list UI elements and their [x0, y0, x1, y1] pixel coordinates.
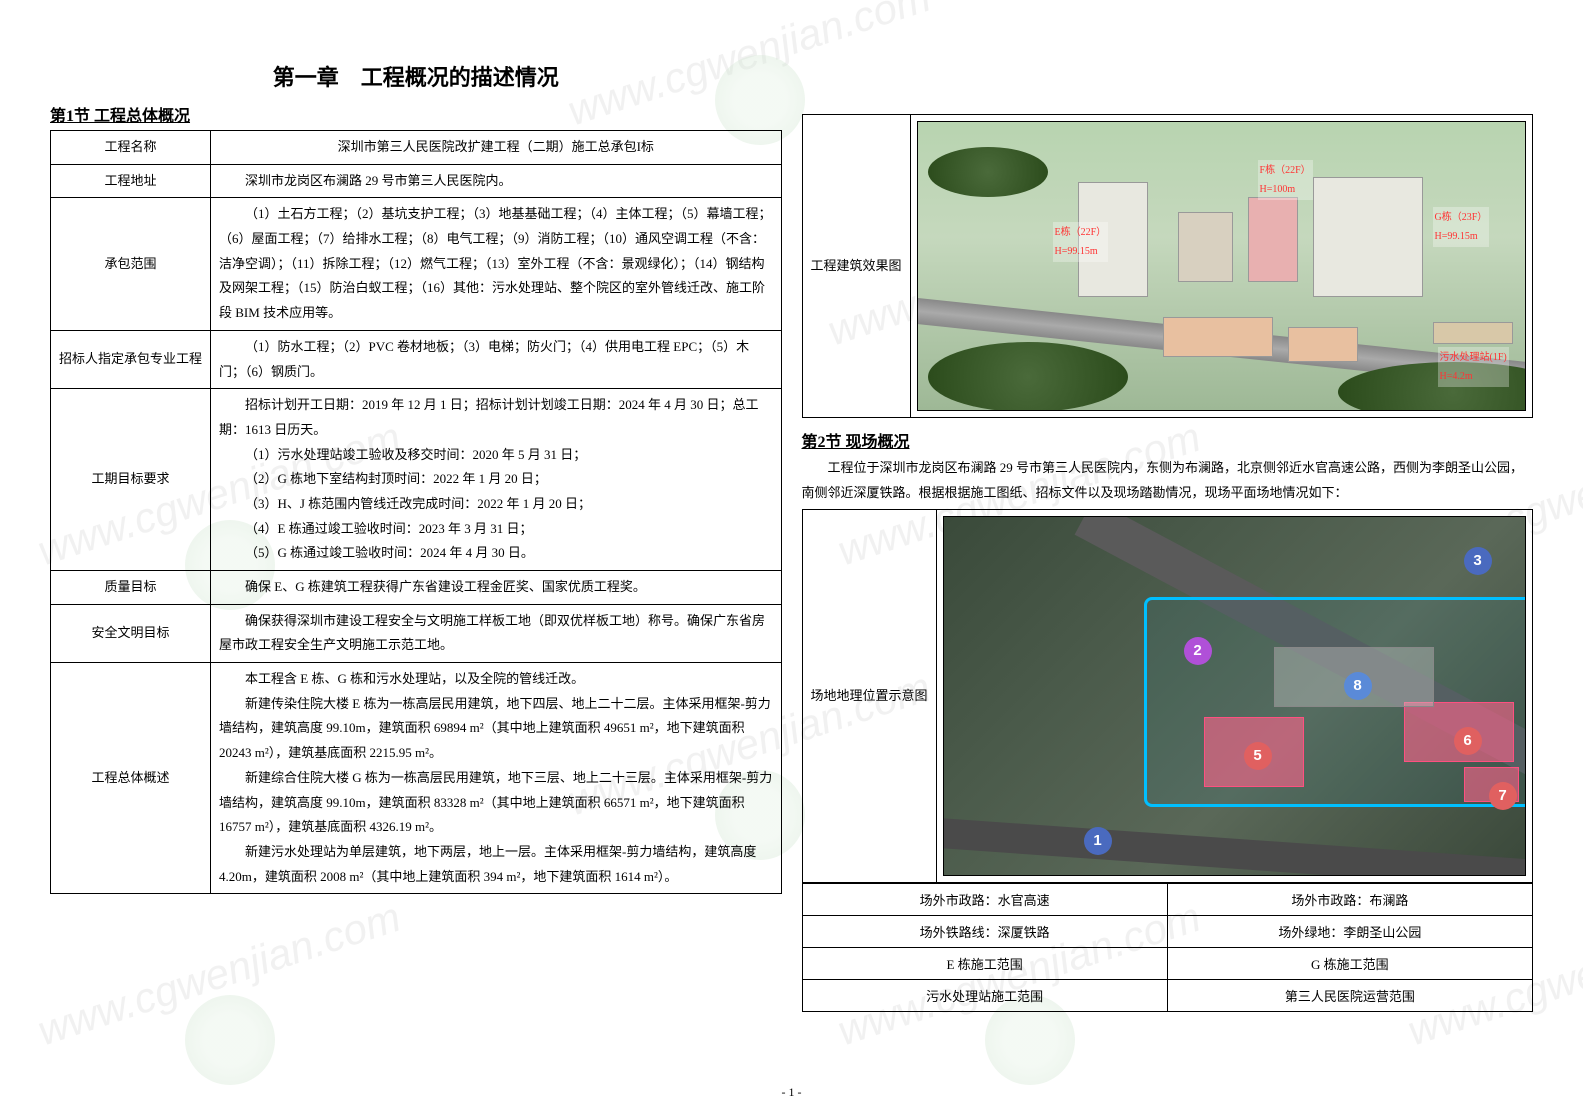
map-badge-1: 1: [1084, 827, 1112, 855]
table-row: 场地地理位置示意图 1 2: [802, 510, 1533, 883]
row-label: 安全文明目标: [51, 604, 211, 662]
row-label: 工程名称: [51, 131, 211, 165]
table-row: 工期目标要求 招标计划开工日期：2019 年 12 月 1 日；招标计划计划竣工…: [51, 389, 782, 571]
chapter-title: 第一章 工程概况的描述情况: [50, 60, 782, 92]
page-number: - 1 -: [0, 1085, 1583, 1100]
building-mid: [1178, 212, 1233, 282]
architectural-rendering: E栋（22F） H=99.15m F栋（22F） H=100m G栋（23F） …: [917, 121, 1526, 411]
row-label: 工程总体概述: [51, 663, 211, 894]
aerial-label: 场地地理位置示意图: [802, 510, 936, 883]
row-label: 质量目标: [51, 571, 211, 605]
legend-cell: 场外市政路：布澜路: [1167, 884, 1532, 916]
row-value: 确保获得深圳市建设工程安全与文明施工样板工地（即双优样板工地）称号。确保广东省房…: [211, 604, 781, 662]
table-row: 工程名称 深圳市第三人民医院改扩建工程（二期）施工总承包I标: [51, 131, 782, 165]
building-low1: [1163, 317, 1273, 357]
table-row: 招标人指定承包专业工程 （1）防水工程；（2）PVC 卷材地板；（3）电梯；防火…: [51, 330, 782, 388]
legend-cell: G 栋施工范围: [1167, 948, 1532, 980]
row-label: 承包范围: [51, 198, 211, 330]
legend-cell: E 栋施工范围: [802, 948, 1167, 980]
row-value: （1）防水工程；（2）PVC 卷材地板；（3）电梯；防火门；（4）供用电工程 E…: [211, 330, 781, 388]
railway: [943, 817, 1526, 876]
left-column: 第一章 工程概况的描述情况 第1节 工程总体概况 工程名称 深圳市第三人民医院改…: [50, 60, 782, 1012]
map-badge-6: 6: [1454, 727, 1482, 755]
section1-title: 第1节 工程总体概况: [50, 102, 782, 126]
map-badge-3: 3: [1464, 547, 1492, 575]
label-g-building: G栋（23F） H=99.15m: [1433, 207, 1490, 247]
table-row: 安全文明目标 确保获得深圳市建设工程安全与文明施工样板工地（即双优样板工地）称号…: [51, 604, 782, 662]
legend-row: 场外铁路线：深厦铁路场外绿地：李朗圣山公园: [802, 916, 1533, 948]
project-overview-table: 工程名称 深圳市第三人民医院改扩建工程（二期）施工总承包I标 工程地址 深圳市龙…: [50, 130, 782, 894]
right-column: 工程建筑效果图: [802, 60, 1534, 1012]
trees: [928, 342, 1128, 411]
legend-cell: 污水处理站施工范围: [802, 980, 1167, 1012]
row-label: 工程地址: [51, 164, 211, 198]
building-low2: [1288, 327, 1358, 362]
table-row: 工程总体概述 本工程含 E 栋、G 栋和污水处理站，以及全院的管线迁改。新建传染…: [51, 663, 782, 894]
label-f-building: F栋（22F） H=100m: [1258, 160, 1313, 200]
aerial-table: 场地地理位置示意图 1 2: [802, 509, 1534, 883]
render-table: 工程建筑效果图: [802, 114, 1534, 418]
legend-row: 污水处理站施工范围第三人民医院运营范围: [802, 980, 1533, 1012]
render-cell: E栋（22F） H=99.15m F栋（22F） H=100m G栋（23F） …: [910, 115, 1532, 418]
table-row: 承包范围 （1）土石方工程；（2）基坑支护工程；（3）地基基础工程；（4）主体工…: [51, 198, 782, 330]
row-value: 深圳市龙岗区布澜路 29 号市第三人民医院内。: [211, 164, 781, 198]
row-label: 工期目标要求: [51, 389, 211, 571]
building-g: [1313, 177, 1423, 297]
map-badge-5: 5: [1244, 742, 1272, 770]
legend-cell: 场外市政路：水官高速: [802, 884, 1167, 916]
legend-cell: 第三人民医院运营范围: [1167, 980, 1532, 1012]
section2-title: 第2节 现场概况: [802, 428, 1534, 452]
legend-table: 场外市政路：水官高速场外市政路：布澜路场外铁路线：深厦铁路场外绿地：李朗圣山公园…: [802, 883, 1534, 1012]
legend-row: 场外市政路：水官高速场外市政路：布澜路: [802, 884, 1533, 916]
row-value: 确保 E、G 栋建筑工程获得广东省建设工程金匠奖、国家优质工程奖。: [211, 571, 781, 605]
table-row: 工程建筑效果图: [802, 115, 1533, 418]
row-value: 本工程含 E 栋、G 栋和污水处理站，以及全院的管线迁改。新建传染住院大楼 E …: [211, 663, 781, 894]
trees: [928, 147, 1048, 197]
section2-intro: 工程位于深圳市龙岗区布澜路 29 号市第三人民医院内，东侧为布澜路，北京侧邻近水…: [802, 456, 1534, 505]
map-badge-7: 7: [1489, 782, 1517, 810]
label-sewage: 污水处理站(1F) H=4.2m: [1438, 347, 1509, 387]
table-row: 工程地址 深圳市龙岗区布澜路 29 号市第三人民医院内。: [51, 164, 782, 198]
label-e-building: E栋（22F） H=99.15m: [1053, 222, 1109, 262]
row-label: 招标人指定承包专业工程: [51, 330, 211, 388]
legend-row: E 栋施工范围G 栋施工范围: [802, 948, 1533, 980]
legend-cell: 场外铁路线：深厦铁路: [802, 916, 1167, 948]
sewage-station: [1433, 322, 1513, 344]
table-row: 质量目标 确保 E、G 栋建筑工程获得广东省建设工程金匠奖、国家优质工程奖。: [51, 571, 782, 605]
map-badge-2: 2: [1184, 637, 1212, 665]
building-f: [1248, 197, 1298, 282]
row-value: （1）土石方工程；（2）基坑支护工程；（3）地基基础工程；（4）主体工程；（5）…: [211, 198, 781, 330]
row-value: 招标计划开工日期：2019 年 12 月 1 日；招标计划计划竣工日期：2024…: [211, 389, 781, 571]
site-aerial-map: 12345678: [943, 516, 1526, 876]
aerial-cell: 12345678: [936, 510, 1532, 883]
legend-cell: 场外绿地：李朗圣山公园: [1167, 916, 1532, 948]
row-value: 深圳市第三人民医院改扩建工程（二期）施工总承包I标: [211, 131, 781, 165]
map-badge-8: 8: [1344, 672, 1372, 700]
render-label: 工程建筑效果图: [802, 115, 910, 418]
